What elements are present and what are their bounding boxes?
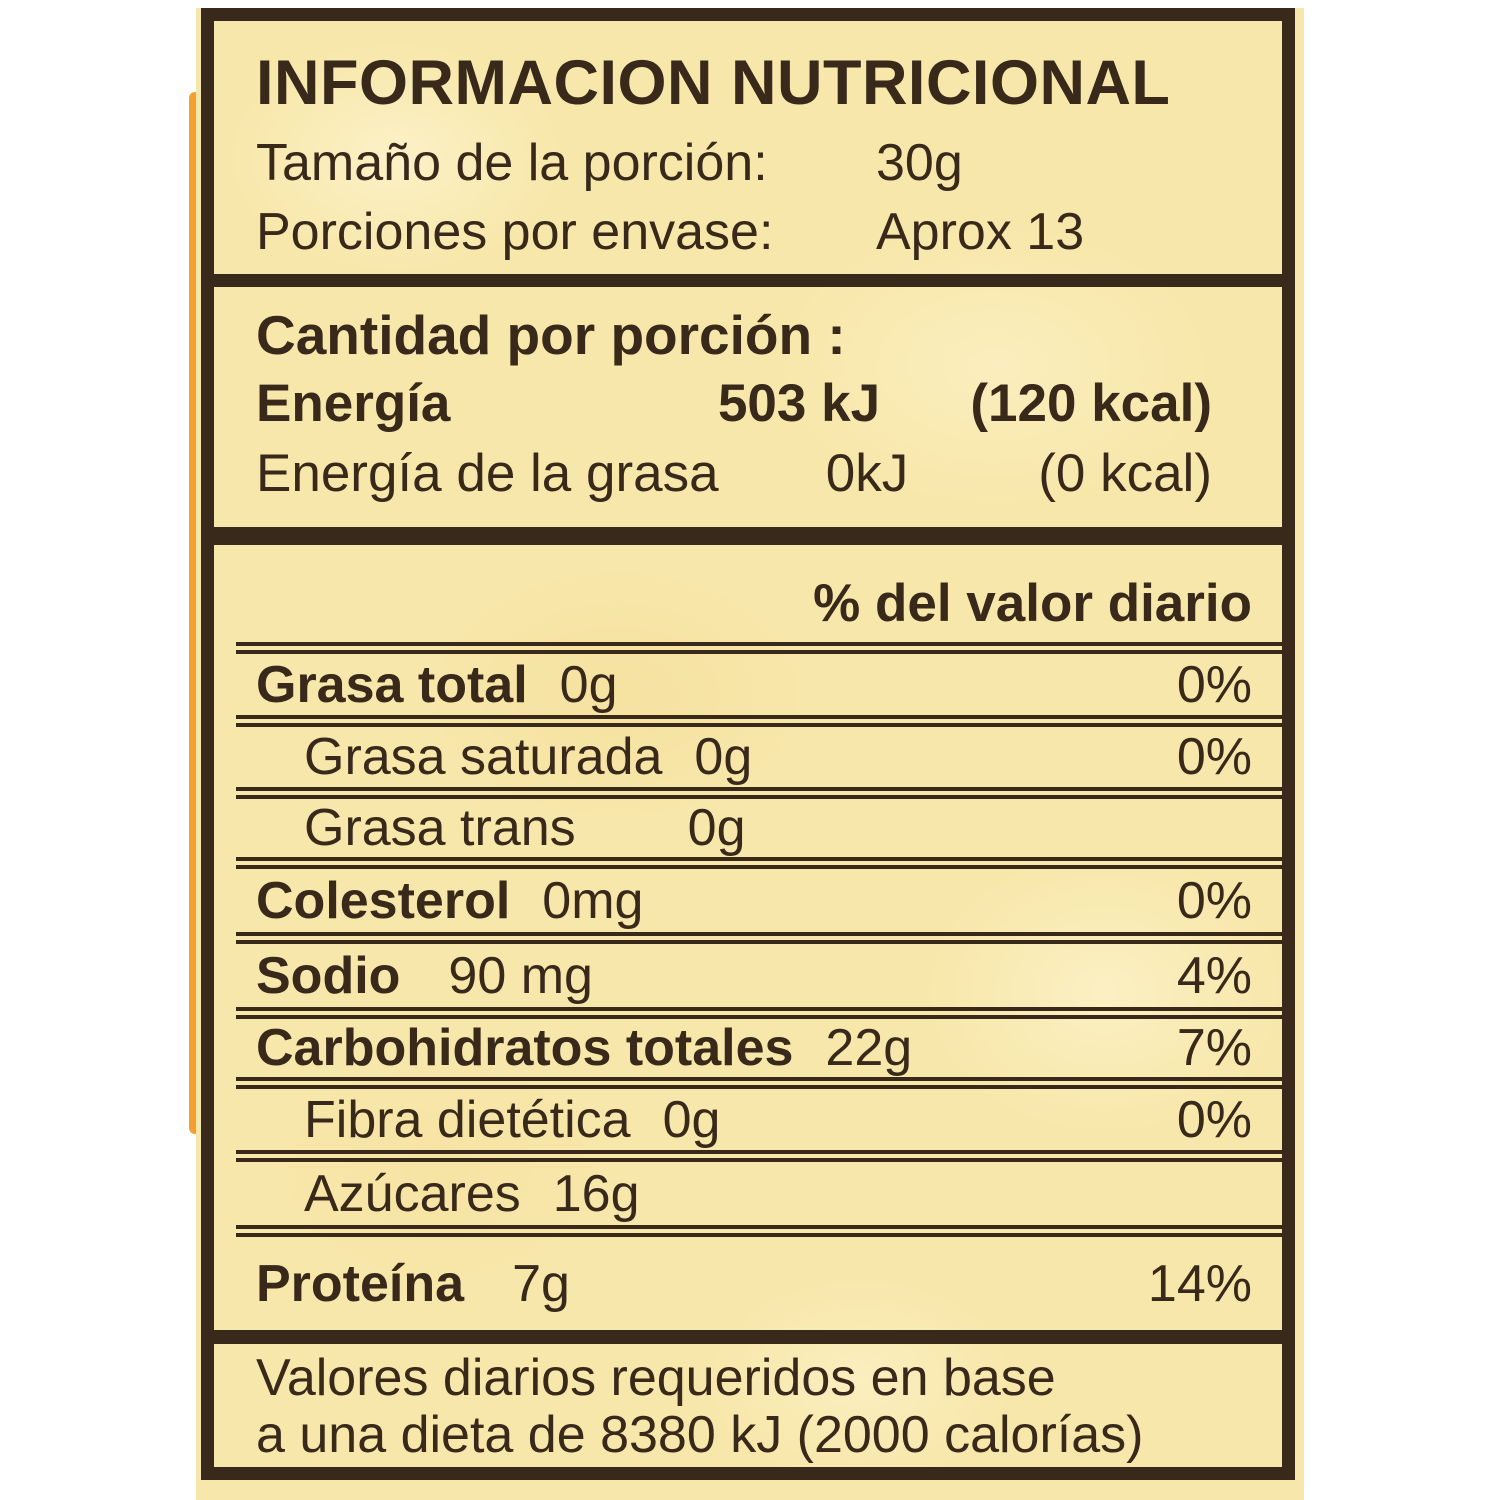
nutrient-value: 90 mg <box>448 946 593 1005</box>
nutrient-value: 0g <box>559 655 618 714</box>
footnote-line1: Valores diarios requeridos en base <box>256 1349 1056 1407</box>
section-divider <box>214 274 1282 287</box>
nutrient-name: Sodio <box>256 946 401 1005</box>
nutrient-name: Grasa total <box>256 655 528 714</box>
table-row-azucares: Azúcares 16g <box>214 1162 1282 1225</box>
nutrient-dv: 7% <box>1176 1019 1252 1077</box>
servings-label: Porciones por envase: <box>256 203 774 261</box>
nutrient-name: Carbohidratos totales <box>256 1019 794 1077</box>
energy-row: Energía 503 kJ (120 kcal) <box>256 369 1282 439</box>
energy-from-fat-kj: 0kJ <box>825 444 909 503</box>
nutrient-value: 0g <box>662 1090 721 1149</box>
section-footnote: Valores diarios requeridos en base a una… <box>214 1344 1282 1467</box>
table-row-grasa-total: Grasa total 0g 0% <box>214 654 1282 715</box>
table-row-grasa-trans: Grasa trans 0g <box>214 799 1282 857</box>
nutrient-name: Grasa saturada <box>304 728 663 786</box>
nutrient-value: 22g <box>825 1019 913 1077</box>
energy-from-fat-name: Energía de la grasa <box>256 444 719 503</box>
energy-kj: 503 kJ <box>717 374 881 433</box>
nutrient-name: Grasa trans <box>304 799 576 857</box>
table-row-fibra: Fibra dietética 0g 0% <box>214 1089 1282 1150</box>
section-energy: Cantidad por porción : Energía 503 kJ (1… <box>214 287 1282 527</box>
nutrient-value: 7g <box>512 1254 570 1313</box>
servings-value: Aprox 13 <box>876 203 1085 261</box>
footnote-line2: a una dieta de 8380 kJ (2000 calorías) <box>256 1406 1144 1464</box>
serving-size-value: 30g <box>876 134 963 192</box>
nutrient-dv: 14% <box>1147 1254 1252 1313</box>
table-row-grasa-saturada: Grasa saturada 0g 0% <box>214 727 1282 787</box>
nutrient-dv: 0% <box>1176 728 1252 786</box>
row-rule <box>236 1077 1282 1089</box>
nutrient-value: 0g <box>694 728 753 786</box>
row-rule <box>236 857 1282 869</box>
label-title: INFORMACION NUTRICIONAL <box>256 48 1171 118</box>
label-frame: INFORMACION NUTRICIONAL Tamaño de la por… <box>201 8 1295 1480</box>
section-divider <box>214 527 1282 545</box>
nutrient-dv: 0% <box>1176 655 1252 714</box>
section-header: INFORMACION NUTRICIONAL Tamaño de la por… <box>214 21 1282 274</box>
nutrient-value: 0mg <box>542 871 644 930</box>
daily-value-header: % del valor diario <box>813 574 1252 633</box>
row-rule <box>236 1150 1282 1162</box>
nutrient-value: 16g <box>552 1164 640 1223</box>
row-rule <box>236 932 1282 944</box>
servings-per-container-row: Porciones por envase: Aprox 13 <box>256 198 1252 267</box>
energy-kcal: (120 kcal) <box>970 374 1212 433</box>
serving-size-label: Tamaño de la porción: <box>256 134 768 192</box>
row-rule <box>236 1225 1282 1237</box>
table-row-colesterol: Colesterol 0mg 0% <box>214 869 1282 932</box>
amount-per-serving-heading: Cantidad por porción : <box>256 304 846 366</box>
nutrient-value: 0g <box>687 799 746 857</box>
table-row-proteina: Proteína 7g 14% <box>214 1237 1282 1330</box>
section-divider <box>214 1330 1282 1344</box>
table-row-sodio: Sodio 90 mg 4% <box>214 944 1282 1007</box>
section-nutrients: % del valor diario Grasa total 0g 0% Gra… <box>214 545 1282 1330</box>
nutrient-dv: 4% <box>1176 946 1252 1005</box>
nutrient-dv: 0% <box>1176 1090 1252 1149</box>
row-rule <box>236 1007 1282 1019</box>
nutrient-name: Azúcares <box>304 1164 521 1223</box>
energy-from-fat-row: Energía de la grasa 0kJ (0 kcal) <box>256 439 1282 509</box>
table-row-carbohidratos: Carbohidratos totales 22g 7% <box>214 1019 1282 1077</box>
nutrient-name: Colesterol <box>256 871 511 930</box>
energy-from-fat-kcal: (0 kcal) <box>1038 444 1212 503</box>
nutrient-name: Fibra dietética <box>304 1090 631 1149</box>
nutrition-label: INFORMACION NUTRICIONAL Tamaño de la por… <box>196 8 1304 1500</box>
energy-name: Energía <box>256 374 451 433</box>
nutrient-dv: 0% <box>1176 871 1252 930</box>
serving-size-row: Tamaño de la porción: 30g <box>256 129 1252 198</box>
row-rule <box>236 715 1282 727</box>
nutrient-name: Proteína <box>256 1254 465 1313</box>
row-rule <box>236 787 1282 799</box>
row-rule <box>236 642 1282 654</box>
